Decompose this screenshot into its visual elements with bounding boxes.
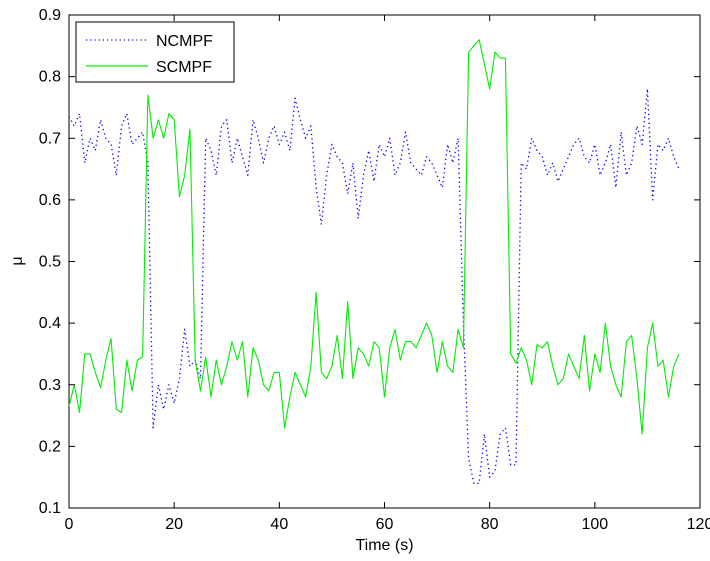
legend: NCMPF SCMPF	[75, 21, 235, 83]
x-axis-ticks: 0 20 40 60 80 100 120	[65, 15, 710, 533]
y-axis-label: μ	[9, 256, 26, 265]
y-tick-label: 0.3	[39, 377, 61, 394]
y-tick-label: 0.1	[39, 500, 61, 517]
x-tick-label: 100	[581, 516, 608, 533]
legend-box	[75, 21, 235, 83]
y-tick-label: 0.7	[39, 130, 61, 147]
series-layer	[68, 39, 680, 485]
legend-label-scmpf: SCMPF	[156, 59, 212, 76]
x-tick-label: 20	[165, 516, 183, 533]
y-tick-label: 0.6	[39, 192, 61, 209]
y-tick-label: 0.2	[39, 438, 61, 455]
legend-label-ncmpf: NCMPF	[156, 33, 213, 50]
series-line-scmpf	[68, 39, 680, 435]
x-tick-label: 40	[270, 516, 288, 533]
x-axis-label: Time (s)	[355, 537, 413, 554]
x-tick-label: 0	[65, 516, 74, 533]
y-tick-label: 0.8	[39, 69, 61, 86]
y-tick-label: 0.4	[39, 315, 61, 332]
x-tick-label: 120	[687, 516, 710, 533]
x-tick-label: 60	[376, 516, 394, 533]
x-tick-label: 80	[481, 516, 499, 533]
y-tick-label: 0.9	[39, 7, 61, 24]
y-tick-label: 0.5	[39, 254, 61, 271]
plot-area-frame	[68, 14, 701, 509]
y-axis-ticks: 0.1 0.2 0.3 0.4 0.5 0.6 0.7 0.8 0.9	[39, 7, 700, 517]
